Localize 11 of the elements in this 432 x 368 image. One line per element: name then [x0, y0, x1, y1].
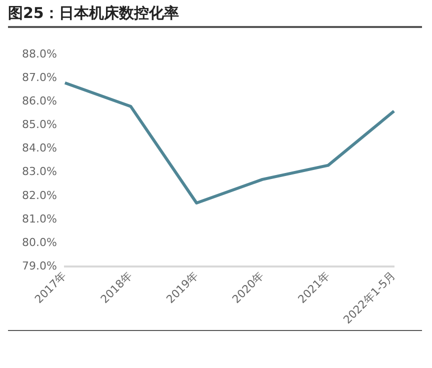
y-tick-label: 82.0%: [22, 188, 57, 202]
y-tick-label: 79.0%: [22, 259, 57, 272]
y-tick-label: 81.0%: [22, 212, 57, 226]
y-tick-label: 80.0%: [22, 236, 57, 249]
y-tick-label: 88.0%: [22, 47, 57, 60]
chart-title: 图25：日本机床数控化率: [8, 4, 422, 28]
y-tick-label: 83.0%: [22, 165, 57, 178]
y-tick-label: 86.0%: [22, 94, 57, 108]
y-tick-label: 85.0%: [22, 118, 57, 132]
y-tick-label: 87.0%: [22, 71, 57, 84]
y-tick-label: 84.0%: [22, 142, 57, 155]
